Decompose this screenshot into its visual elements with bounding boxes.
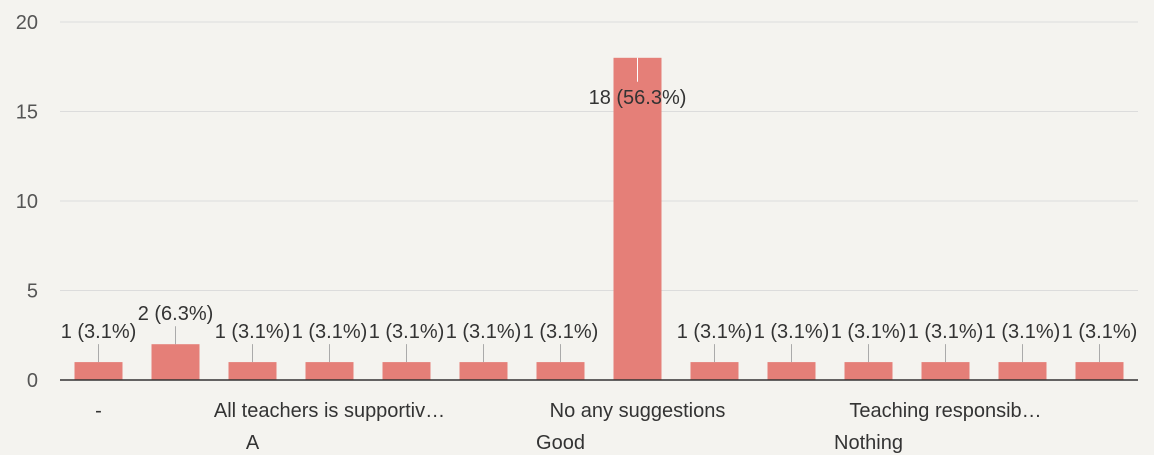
data-label: 1 (3.1%): [1062, 321, 1138, 343]
data-label: 1 (3.1%): [754, 321, 830, 343]
data-label: 1 (3.1%): [523, 321, 599, 343]
bar: [151, 344, 200, 380]
bar: [536, 362, 585, 380]
data-label: 1 (3.1%): [831, 321, 907, 343]
bar: [844, 362, 893, 380]
data-labels: 1 (3.1%)2 (6.3%)1 (3.1%) 1 (3.1%) 1 (3.1%)…: [61, 57, 1138, 363]
bar: [228, 362, 277, 380]
y-tick-label: 15: [16, 102, 38, 124]
x-tick-label: A: [246, 432, 260, 454]
bar: [1075, 362, 1124, 380]
bar: [613, 57, 662, 381]
y-tick-labels: 0 5 10 15 20: [16, 12, 38, 392]
data-label: 1 (3.1%): [61, 321, 137, 343]
bar: [690, 362, 739, 380]
x-tick-label: No any suggestions: [550, 400, 726, 422]
bar: [767, 362, 816, 380]
data-label: 1 (3.1%): [985, 321, 1061, 343]
y-tick-label: 10: [16, 191, 38, 213]
bar: [305, 362, 354, 380]
bar: [459, 362, 508, 380]
x-tick-label: All teachers is supportiv…: [214, 400, 445, 422]
data-label: 1 (3.1%): [215, 321, 291, 343]
y-tick-label: 20: [16, 12, 38, 34]
x-tick-labels: - All teachers is supportiv… No any sugges…: [95, 400, 1042, 454]
x-tick-label: Good: [536, 432, 585, 454]
bar: [74, 362, 123, 380]
x-tick-label: Nothing: [834, 432, 903, 454]
data-label: 2 (6.3%): [138, 303, 214, 325]
bars: [74, 57, 1124, 381]
bar: [921, 362, 970, 380]
x-tick-label: Teaching responsib…: [849, 400, 1041, 422]
data-label: 1 (3.1%): [369, 321, 445, 343]
data-label: 1 (3.1%): [292, 321, 368, 343]
data-label: 1 (3.1%): [677, 321, 753, 343]
data-label: 1 (3.1%): [908, 321, 984, 343]
y-tick-label: 5: [27, 281, 38, 303]
gridlines: [60, 21, 1138, 291]
y-tick-label: 0: [27, 370, 38, 392]
data-label: 18 (56.3%): [589, 87, 687, 109]
data-label: 1 (3.1%): [446, 321, 522, 343]
bar: [998, 362, 1047, 380]
x-tick-label: -: [95, 400, 102, 422]
bar: [382, 362, 431, 380]
